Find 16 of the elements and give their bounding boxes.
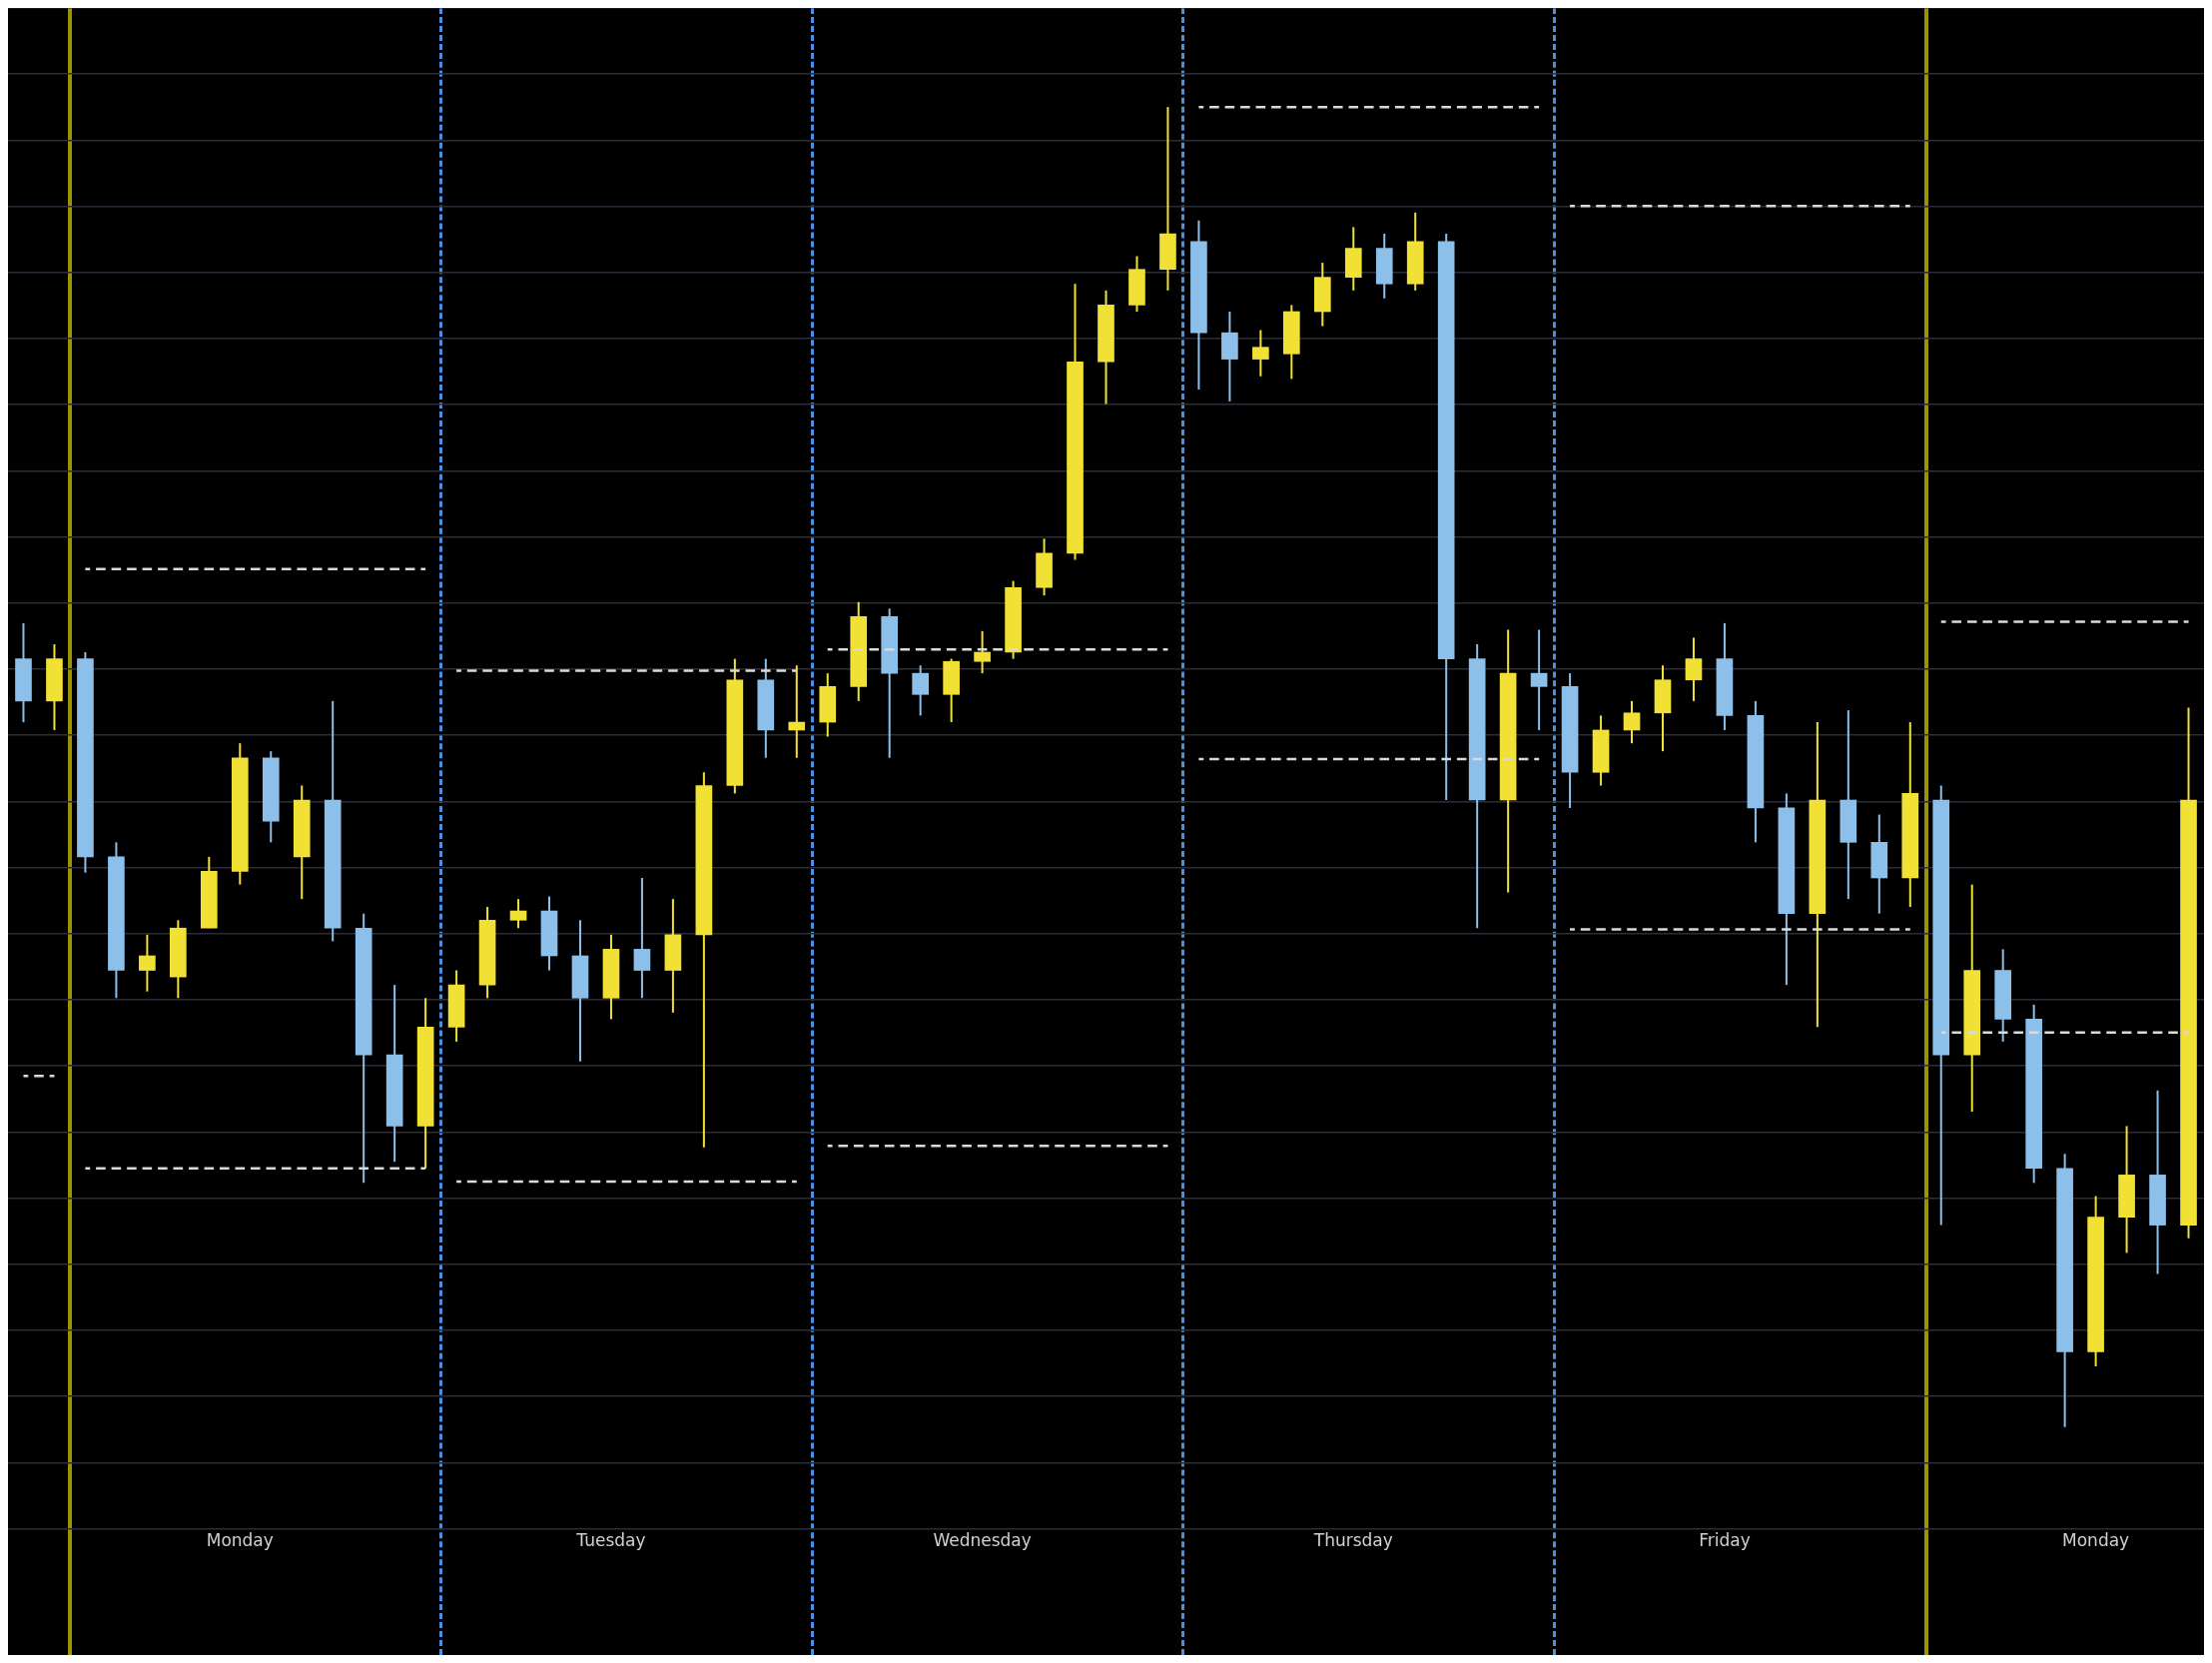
candlestick	[1530, 628, 1548, 731]
x-tick-label: Friday	[1699, 1530, 1751, 1551]
x-tick-label: Thursday	[1312, 1530, 1393, 1551]
x-tick-label: Monday	[206, 1530, 274, 1551]
candlestick	[139, 933, 156, 993]
candlestick	[509, 898, 527, 930]
x-tick-label: Wednesday	[933, 1530, 1032, 1551]
candlestick	[974, 629, 991, 675]
candlestick	[1623, 699, 1641, 745]
candlestick	[912, 664, 929, 717]
x-tick-label: Tuesday	[575, 1530, 646, 1551]
candlestick	[1685, 636, 1703, 702]
candlestick	[788, 664, 806, 759]
candlestick	[633, 877, 651, 1000]
x-tick-label: Monday	[2062, 1530, 2130, 1551]
candlestick	[1252, 329, 1269, 378]
